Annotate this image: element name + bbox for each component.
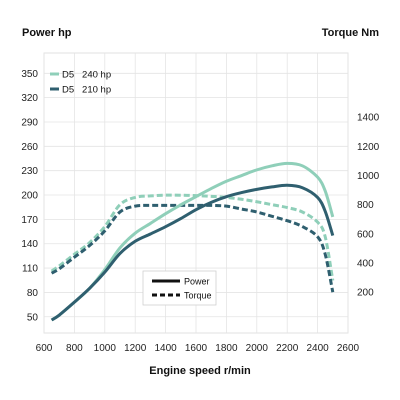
left-tick-label: 290 <box>21 117 38 128</box>
x-tick-label: 1400 <box>154 343 177 354</box>
x-tick-label: 2600 <box>337 343 360 354</box>
right-tick-label: 1200 <box>357 142 380 153</box>
x-axis-title: Engine speed r/min <box>149 365 251 377</box>
left-tick-label: 140 <box>21 239 38 250</box>
x-axis-ticks: 600 800 1000 1200 1400 1600 1800 2000 2200 2400 26… <box>36 343 360 354</box>
left-tick-label: 320 <box>21 93 38 104</box>
left-tick-label: 260 <box>21 142 38 153</box>
style-legend: Power Torque <box>142 270 217 306</box>
legend-style-label: Torque <box>184 291 212 301</box>
right-tick-label: 1400 <box>357 113 380 124</box>
left-tick-label: 80 <box>27 288 39 299</box>
legend-style-label: Power <box>184 277 210 287</box>
right-tick-label: 1000 <box>357 171 380 182</box>
x-tick-label: 600 <box>36 343 53 354</box>
series-line-torque <box>50 203 335 293</box>
left-tick-label: 110 <box>22 264 38 275</box>
left-tick-label: 350 <box>21 69 38 80</box>
x-tick-label: 1000 <box>94 343 117 354</box>
x-tick-label: 2000 <box>246 343 269 354</box>
right-axis-ticks: 200 400 600 800 1000 1200 1400 <box>357 113 380 299</box>
left-tick-label: 230 <box>21 166 38 177</box>
model-legend: D5 240 hp D5 210 hp <box>50 70 111 96</box>
legend-label: D5 240 hp <box>62 70 111 81</box>
left-axis-ticks: 50 80 110 140 170 200 230 260 290 320 350 <box>21 69 38 323</box>
right-axis-title: Torque Nm <box>321 27 379 39</box>
right-tick-label: 800 <box>357 200 374 211</box>
x-tick-label: 1200 <box>124 343 147 354</box>
x-tick-label: 2400 <box>306 343 329 354</box>
series-lines <box>50 161 335 322</box>
x-tick-label: 2200 <box>276 343 299 354</box>
left-tick-label: 50 <box>27 312 39 323</box>
right-tick-label: 200 <box>357 288 374 299</box>
x-tick-label: 800 <box>66 343 83 354</box>
left-axis-title: Power hp <box>22 27 72 39</box>
right-tick-label: 600 <box>357 229 374 240</box>
series-line-power <box>50 183 335 322</box>
right-tick-label: 400 <box>357 259 374 270</box>
legend-label: D5 210 hp <box>62 85 111 96</box>
x-tick-label: 1800 <box>215 343 238 354</box>
left-tick-label: 170 <box>21 215 38 226</box>
style-legend-box <box>142 270 217 306</box>
x-tick-label: 1600 <box>185 343 208 354</box>
left-tick-label: 200 <box>21 191 38 202</box>
